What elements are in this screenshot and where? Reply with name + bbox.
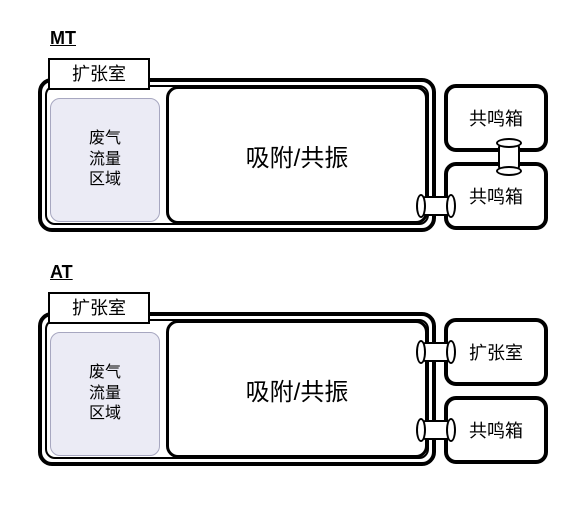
mt-label: MT <box>50 28 76 49</box>
at-connector-top-cap-l <box>416 340 426 364</box>
mt-side-connector-cap-top <box>496 138 522 148</box>
mt-side-connector-cap-bot <box>496 166 522 176</box>
at-side-bottom-label: 共鸣箱 <box>469 417 523 443</box>
at-tab-label: 扩张室 <box>72 298 126 318</box>
at-flow-line2: 流量 <box>89 384 121 405</box>
at-connector-bottom-cap-l <box>416 418 426 442</box>
at-main-box: 吸附/共振 <box>166 320 428 458</box>
at-label: AT <box>50 262 73 283</box>
mt-flow-line2: 流量 <box>89 150 121 171</box>
mt-tab-label: 扩张室 <box>72 64 126 84</box>
mt-flow-box: 废气 流量 区域 <box>50 98 160 222</box>
mt-flow-line3: 区域 <box>89 170 121 191</box>
mt-main-connector-cap-r <box>446 194 456 218</box>
mt-main-connector-cap-l <box>416 194 426 218</box>
mt-main-box: 吸附/共振 <box>166 86 428 224</box>
at-side-bottom: 共鸣箱 <box>444 396 548 464</box>
at-tab: 扩张室 <box>48 292 150 324</box>
at-connector-top-cap-r <box>446 340 456 364</box>
at-side-top-label: 扩张室 <box>469 339 523 365</box>
mt-side-bottom-label: 共鸣箱 <box>469 183 523 209</box>
at-flow-box: 废气 流量 区域 <box>50 332 160 456</box>
at-flow-line3: 区域 <box>89 404 121 425</box>
at-flow-line1: 废气 <box>89 363 121 384</box>
at-side-top: 扩张室 <box>444 318 548 386</box>
at-main-label: 吸附/共振 <box>246 372 349 407</box>
mt-flow-line1: 废气 <box>89 129 121 150</box>
mt-side-top-label: 共鸣箱 <box>469 105 523 131</box>
mt-tab: 扩张室 <box>48 58 150 90</box>
mt-main-label: 吸附/共振 <box>246 138 349 173</box>
at-connector-bottom-cap-r <box>446 418 456 442</box>
